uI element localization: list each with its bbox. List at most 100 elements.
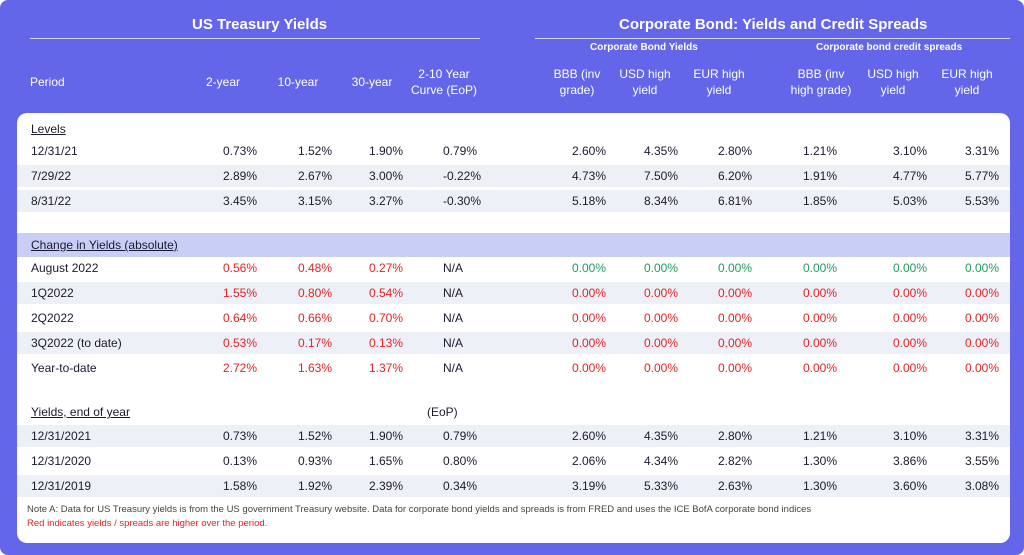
- table-cell: 0.00%: [718, 361, 753, 375]
- table-cell: 0.66%: [298, 311, 333, 325]
- table-cell: 0.00%: [965, 261, 1000, 275]
- row-period-label: Year-to-date: [31, 361, 97, 375]
- table-cell: 4.77%: [893, 169, 928, 183]
- table-cell: 0.00%: [965, 311, 1000, 325]
- col-head-eur: EUR high yield: [693, 67, 745, 97]
- table-cell: 2.06%: [572, 454, 607, 468]
- table-cell: 4.35%: [644, 429, 679, 443]
- table-cell: 4.35%: [644, 144, 679, 158]
- table-cell: 3.86%: [893, 454, 928, 468]
- table-cell: 1.21%: [803, 144, 838, 158]
- section-levels: Levels: [31, 122, 66, 136]
- table-cell: 0.54%: [369, 286, 404, 300]
- table-cell: 3.31%: [965, 429, 1000, 443]
- section-change: Change in Yields (absolute): [17, 233, 1010, 257]
- col-head-period: Period: [30, 75, 65, 89]
- table-cell: 0.64%: [223, 311, 258, 325]
- table-cell: 0.00%: [965, 286, 1000, 300]
- table-cell: 0.00%: [572, 361, 607, 375]
- col-head-30y: 30-year: [351, 75, 393, 89]
- table-cell: 5.53%: [965, 194, 1000, 208]
- row-period-label: 7/29/22: [31, 169, 72, 183]
- table-cell: N/A: [443, 261, 464, 275]
- table-cell: 2.80%: [718, 429, 753, 443]
- table-cell: 3.55%: [965, 454, 1000, 468]
- table-cell: 2.82%: [718, 454, 753, 468]
- row-period-label: August 2022: [31, 261, 99, 275]
- table-cell: 5.03%: [893, 194, 928, 208]
- table-cell: 2.63%: [718, 479, 753, 493]
- table-cell: N/A: [443, 336, 464, 350]
- table-cell: N/A: [443, 286, 464, 300]
- col-head-spread-eur: EUR high yield: [941, 67, 993, 97]
- table-row: 12/31/2021 0.73% 1.52% 1.90% 0.79% 2.60% 4.35%…: [17, 425, 1010, 447]
- table-row: Year-to-date 2.72% 1.63% 1.37% N/A 0.00% 0.00%…: [17, 357, 1010, 379]
- table-cell: 4.73%: [572, 169, 607, 183]
- table-cell: 3.31%: [965, 144, 1000, 158]
- table-cell: 1.52%: [298, 429, 333, 443]
- table-cell: 7.50%: [644, 169, 679, 183]
- table-cell: 0.00%: [803, 286, 838, 300]
- table-cell: 3.00%: [369, 169, 404, 183]
- table-cell: 1.58%: [223, 479, 258, 493]
- table-cell: 0.00%: [893, 261, 928, 275]
- table-cell: 1.21%: [803, 429, 838, 443]
- col-head-spread-bbb: BBB (inv high grade): [790, 67, 852, 97]
- table-row: 7/29/22 2.89% 2.67% 3.00% -0.22% 4.73% 7.50% 6.…: [17, 165, 1010, 187]
- table-row: 2Q2022 0.64% 0.66% 0.70% N/A 0.00% 0.00% 0.00% 0…: [17, 307, 1010, 329]
- table-cell: 0.00%: [718, 261, 753, 275]
- table-cell: 0.00%: [893, 336, 928, 350]
- table-cell: 0.17%: [298, 336, 333, 350]
- table-cell: 0.00%: [572, 261, 607, 275]
- table-cell: 0.00%: [803, 361, 838, 375]
- table-cell: 0.34%: [443, 479, 478, 493]
- table-cell: 2.89%: [223, 169, 258, 183]
- table-row: 12/31/2020 0.13% 0.93% 1.65% 0.80% 2.06% 4.34%…: [17, 450, 1010, 472]
- table-row: 1Q2022 1.55% 0.80% 0.54% N/A 0.00% 0.00% 0.00% 0…: [17, 282, 1010, 304]
- table-cell: 2.72%: [223, 361, 258, 375]
- table-cell: 0.00%: [644, 286, 679, 300]
- col-head-usd: USD high yield: [619, 67, 671, 97]
- corporate-divider: [535, 38, 1010, 39]
- corp-yields-subtitle: Corporate Bond Yields: [590, 42, 698, 53]
- table-cell: 0.56%: [223, 261, 258, 275]
- table-cell: 0.00%: [718, 336, 753, 350]
- table-cell: N/A: [443, 311, 464, 325]
- table-cell: 2.80%: [718, 144, 753, 158]
- table-cell: 1.65%: [369, 454, 404, 468]
- corporate-title: Corporate Bond: Yields and Credit Spread…: [619, 16, 928, 33]
- table-cell: 1.37%: [369, 361, 404, 375]
- table-cell: 5.33%: [644, 479, 679, 493]
- table-cell: 1.90%: [369, 429, 404, 443]
- col-head-2y: 2-year: [205, 75, 240, 89]
- table-cell: 3.15%: [298, 194, 333, 208]
- table-cell: 3.10%: [893, 429, 928, 443]
- table-cell: 2.67%: [298, 169, 333, 183]
- table-cell: 0.13%: [223, 454, 258, 468]
- table-cell: 0.00%: [718, 311, 753, 325]
- table-row: 3Q2022 (to date) 0.53% 0.17% 0.13% N/A 0.00% 0…: [17, 332, 1010, 354]
- row-period-label: 8/31/22: [31, 194, 72, 208]
- row-period-label: 1Q2022: [31, 286, 74, 300]
- table-cell: 0.48%: [298, 261, 333, 275]
- table-cell: 5.18%: [572, 194, 607, 208]
- table-cell: 0.73%: [223, 429, 258, 443]
- table-cell: 0.00%: [893, 311, 928, 325]
- table-cell: 1.52%: [298, 144, 333, 158]
- table-cell: 1.55%: [223, 286, 258, 300]
- table-cell: 0.27%: [369, 261, 404, 275]
- table-cell: 0.79%: [443, 429, 478, 443]
- table-row: 12/31/21 0.73% 1.52% 1.90% 0.79% 2.60% 4.35% 2.…: [17, 140, 1010, 162]
- table-cell: 0.00%: [803, 336, 838, 350]
- table-cell: 3.60%: [893, 479, 928, 493]
- table-cell: 0.00%: [965, 361, 1000, 375]
- table-cell: 0.00%: [572, 286, 607, 300]
- table-cell: 1.90%: [369, 144, 404, 158]
- table-cell: -0.30%: [443, 194, 482, 208]
- table-cell: 0.73%: [223, 144, 258, 158]
- table-cell: -0.22%: [443, 169, 482, 183]
- table-cell: 0.53%: [223, 336, 258, 350]
- treasury-divider: [30, 38, 480, 39]
- table-cell: 0.00%: [893, 361, 928, 375]
- table-cell: 1.30%: [803, 479, 838, 493]
